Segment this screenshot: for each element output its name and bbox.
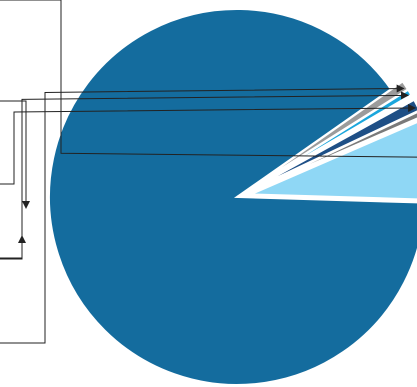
callout-arrow-7	[0, 84, 405, 344]
callout-arrow-2	[0, 0, 417, 158]
callout-arrow-4	[0, 104, 417, 185]
callout-bracket-2	[0, 235, 26, 259]
pie-slices	[48, 8, 417, 386]
callout-bracket-1	[0, 100, 30, 209]
callout-lines	[0, 0, 417, 344]
pie-slice-1	[48, 8, 417, 386]
callout-arrow-6	[0, 91, 410, 260]
pie-slice-2	[250, 121, 417, 201]
